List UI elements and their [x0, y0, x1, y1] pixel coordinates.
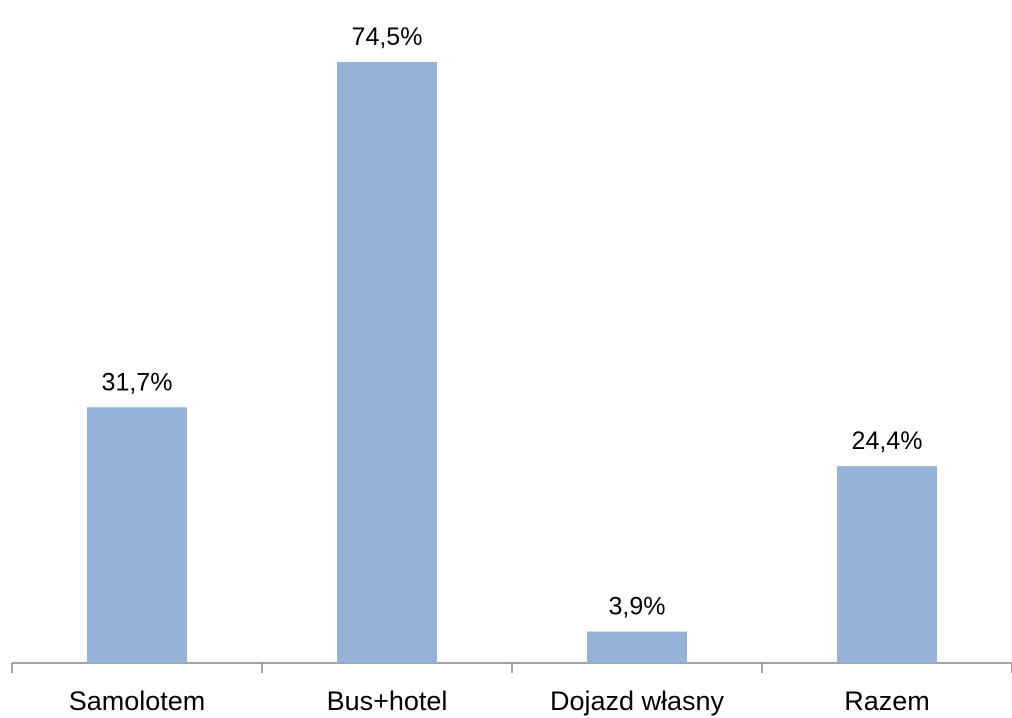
- bar: [87, 407, 187, 663]
- data-label: 31,7%: [102, 368, 173, 396]
- bar: [337, 62, 437, 663]
- x-tick-label: Bus+hotel: [327, 686, 448, 716]
- x-tick-label: Dojazd własny: [550, 686, 725, 716]
- data-label: 24,4%: [852, 427, 923, 455]
- bar: [837, 466, 937, 663]
- data-label: 3,9%: [609, 593, 666, 621]
- bar: [587, 631, 687, 663]
- x-tick-label: Samolotem: [69, 686, 206, 716]
- x-tick-label: Razem: [844, 686, 930, 716]
- data-label: 74,5%: [352, 23, 423, 51]
